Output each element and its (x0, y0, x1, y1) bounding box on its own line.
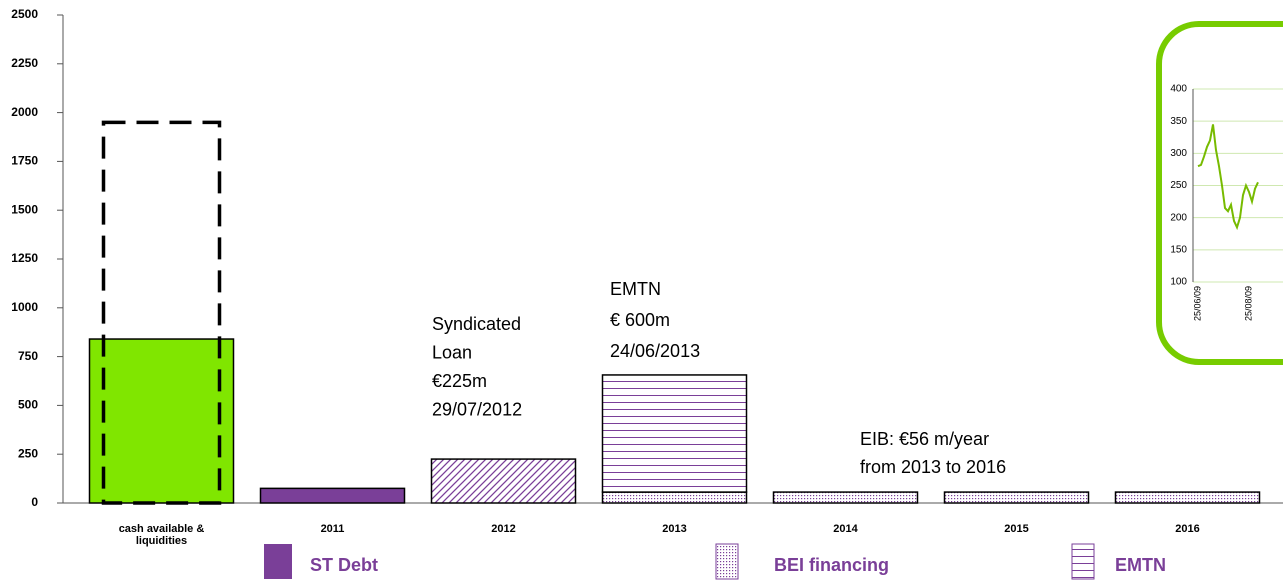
y-tick-label: 400 (1170, 84, 1187, 95)
y-tick-label: 350 (1170, 116, 1187, 127)
y-tick-label: 1500 (11, 202, 38, 216)
legend-swatch (264, 544, 292, 579)
y-tick-label: 1750 (11, 154, 38, 168)
y-tick-label: 1250 (11, 251, 38, 265)
annotation: Loan (432, 342, 472, 362)
annotation: 29/07/2012 (432, 399, 522, 419)
bar (88, 338, 235, 504)
y-tick-label: 750 (18, 349, 38, 363)
x-tick-label: cash available & liquidities (118, 523, 205, 547)
legend-label: EMTN (1115, 555, 1166, 575)
x-tick-label: 2012 (491, 523, 516, 535)
bar (601, 491, 748, 504)
y-tick-label: 2500 (11, 7, 38, 21)
y-tick-label: 2000 (11, 105, 38, 119)
annotation: EIB: €56 m/year (860, 429, 989, 449)
y-tick-label: 2250 (11, 56, 38, 70)
y-tick-label: 250 (18, 446, 38, 460)
y-tick-label: 1000 (11, 300, 38, 314)
y-tick-label: 100 (1170, 277, 1187, 288)
y-tick-label: 0 (31, 495, 38, 509)
bar (259, 487, 406, 504)
bar (430, 458, 577, 504)
line (1197, 124, 1259, 231)
x-tick-label: 2011 (320, 523, 345, 535)
annotation: €225m (432, 371, 487, 391)
bar (601, 374, 748, 493)
y-tick-label: 200 (1170, 212, 1187, 223)
y-tick-label: 500 (18, 398, 38, 412)
x-tick-label: 2015 (1004, 523, 1029, 535)
x-tick-label: 2016 (1175, 523, 1200, 535)
y-tick-label: 250 (1170, 180, 1187, 191)
y-tick-label: 300 (1170, 148, 1187, 159)
x-tick-label: 2014 (833, 523, 858, 535)
x-tick-label: 2013 (662, 523, 687, 535)
annotation: EMTN (610, 279, 661, 299)
x-tick-label: 25/08/09 (1243, 286, 1253, 321)
annotation: from 2013 to 2016 (860, 457, 1006, 477)
legend-label: BEI financing (774, 555, 889, 575)
legend-swatch (715, 543, 739, 580)
y-tick-label: 150 (1170, 244, 1187, 255)
bar (1114, 491, 1261, 504)
inset-frame (1156, 21, 1283, 365)
x-tick-label: 25/06/09 (1192, 286, 1202, 321)
legend-label: ST Debt (310, 555, 378, 575)
bar (943, 491, 1090, 504)
annotation: € 600m (610, 310, 670, 330)
annotation: 24/06/2013 (610, 341, 700, 361)
bar (772, 491, 919, 504)
outline-bar (101, 120, 222, 505)
annotation: Syndicated (432, 314, 521, 334)
legend-swatch (1071, 543, 1095, 580)
